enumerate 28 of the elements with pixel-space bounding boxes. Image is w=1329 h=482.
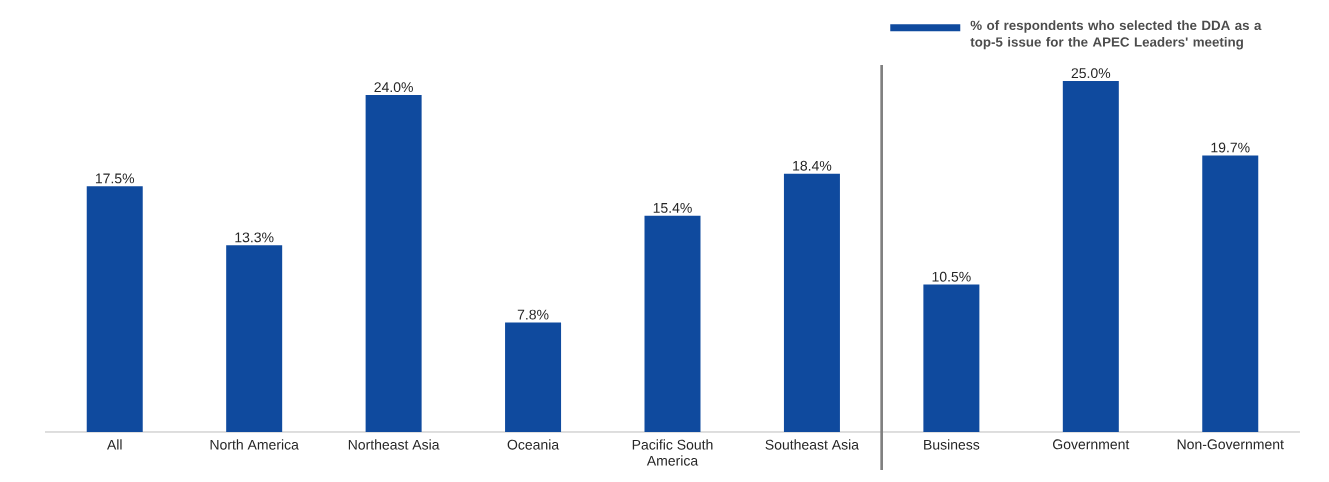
data-label: 24.0% [374, 82, 413, 93]
data-label: 10.5% [932, 271, 971, 282]
x-tick-label: Pacific South America [632, 439, 713, 466]
bar [644, 215, 701, 432]
x-tick-label: Non-Government [1177, 439, 1284, 450]
text: % of respondents who selected the DDA as a top-5 issue for the APEC Leaders' meeting [970, 20, 1262, 50]
bar [365, 95, 422, 432]
x-tick-label: All [106, 439, 122, 450]
bar [783, 173, 840, 432]
bar [923, 284, 980, 432]
x-tick-label: Oceania [507, 439, 560, 450]
bar [1062, 81, 1119, 432]
bar [86, 186, 143, 432]
bar [226, 245, 283, 432]
x-tick-label: Government [1053, 439, 1130, 450]
x-tick-label: Business [924, 439, 980, 450]
data-label: 15.4% [653, 203, 692, 213]
data-label: 17.5% [95, 173, 135, 184]
x-tick-label: Northeast Asia [348, 439, 440, 450]
bar [1202, 155, 1259, 432]
x-tick-label: North America [210, 439, 299, 450]
data-label: 13.3% [235, 232, 274, 243]
bar [505, 322, 562, 432]
data-label: 25.0% [1071, 68, 1111, 79]
data-label: 18.4% [793, 160, 832, 171]
data-label: 19.7% [1211, 142, 1250, 153]
x-tick-label: Southeast Asia [765, 439, 859, 450]
data-label: 7.8% [517, 309, 549, 320]
